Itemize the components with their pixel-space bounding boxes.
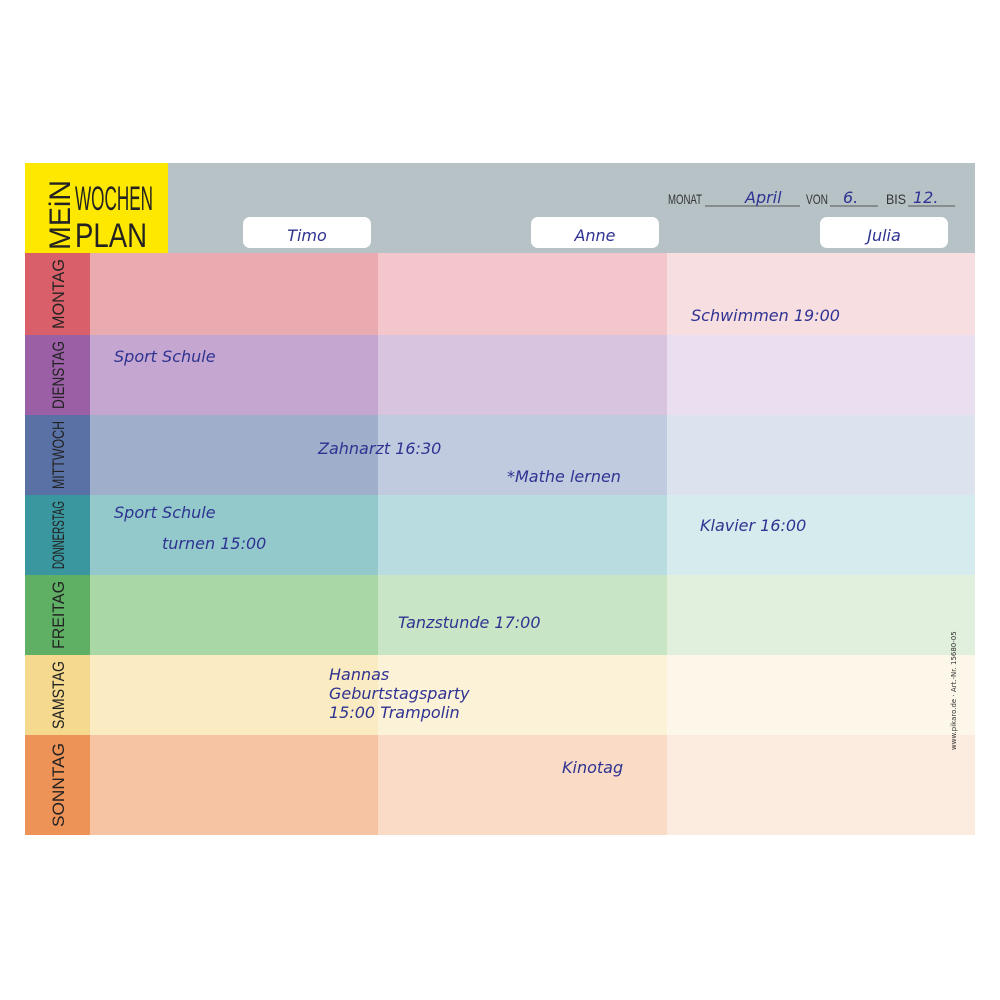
- person-name: Anne: [573, 226, 615, 245]
- cell: [90, 253, 378, 335]
- entry-text: Zahnarzt 16:30: [317, 439, 441, 458]
- day-label: DONNERSTAG: [49, 501, 68, 569]
- cell: [90, 655, 378, 735]
- cell: [378, 335, 667, 415]
- cell: [90, 415, 378, 495]
- cell: [378, 735, 667, 835]
- day-label-box: [25, 575, 90, 655]
- cell: [667, 335, 975, 415]
- cell: [90, 335, 378, 415]
- entry-text: Schwimmen 19:00: [691, 306, 840, 325]
- period-label: MONAT: [668, 191, 702, 207]
- day-label: SONNTAG: [49, 743, 68, 827]
- logo-word: PLAN: [75, 217, 147, 255]
- cell: [667, 253, 975, 335]
- entry-text: turnen 15:00: [162, 534, 266, 553]
- person-name: Timo: [287, 226, 327, 245]
- day-label-box: [25, 253, 90, 335]
- period-value: 12.: [913, 188, 938, 207]
- period-label: BIS: [886, 191, 906, 207]
- cell: [378, 575, 667, 655]
- day-label-box: [25, 335, 90, 415]
- grid: [25, 253, 975, 835]
- cell: [667, 575, 975, 655]
- cell: [90, 495, 378, 575]
- day-label: FREITAG: [49, 581, 68, 649]
- logo-word: WOCHEN: [75, 180, 153, 218]
- day-label: MITTWOCH: [49, 421, 68, 489]
- day-label-box: [25, 655, 90, 735]
- entry-text: Geburtstagsparty: [329, 684, 470, 703]
- cell: [667, 415, 975, 495]
- day-label: DIENSTAG: [49, 341, 68, 409]
- name-pill: [531, 217, 659, 248]
- cell: [667, 655, 975, 735]
- person-name: Julia: [864, 226, 901, 245]
- cell: [90, 575, 378, 655]
- cell: [378, 495, 667, 575]
- entry-text: Tanzstunde 17:00: [398, 613, 541, 632]
- logo-word: MEiN: [44, 180, 77, 250]
- name-pill: [820, 217, 948, 248]
- entry-text: Klavier 16:00: [700, 516, 806, 535]
- cell: [90, 735, 378, 835]
- period-label: VON: [806, 191, 828, 207]
- day-label-box: [25, 735, 90, 835]
- day-label: MONTAG: [49, 259, 68, 329]
- day-label-box: [25, 415, 90, 495]
- header-band: [25, 163, 975, 253]
- period-value: 6.: [843, 188, 858, 207]
- name-pill: [243, 217, 371, 248]
- cell: [378, 415, 667, 495]
- entry-text: Kinotag: [562, 758, 623, 777]
- day-label: SAMSTAG: [49, 661, 68, 729]
- entry-text: Hannas: [329, 665, 389, 684]
- day-label-box: [25, 495, 90, 575]
- cell: [378, 655, 667, 735]
- period-value: April: [744, 188, 782, 207]
- entry-text: Sport Schule: [114, 347, 216, 366]
- cell: [667, 495, 975, 575]
- entry-text: 15:00 Trampolin: [329, 703, 460, 722]
- entry-text: Sport Schule: [114, 503, 216, 522]
- logo-box: [25, 163, 168, 253]
- entry-text: *Mathe lernen: [507, 467, 621, 486]
- footer-text: www.pikaro.de · Art.-Nr. 15680-05: [950, 631, 958, 750]
- cell: [378, 253, 667, 335]
- cell: [667, 735, 975, 835]
